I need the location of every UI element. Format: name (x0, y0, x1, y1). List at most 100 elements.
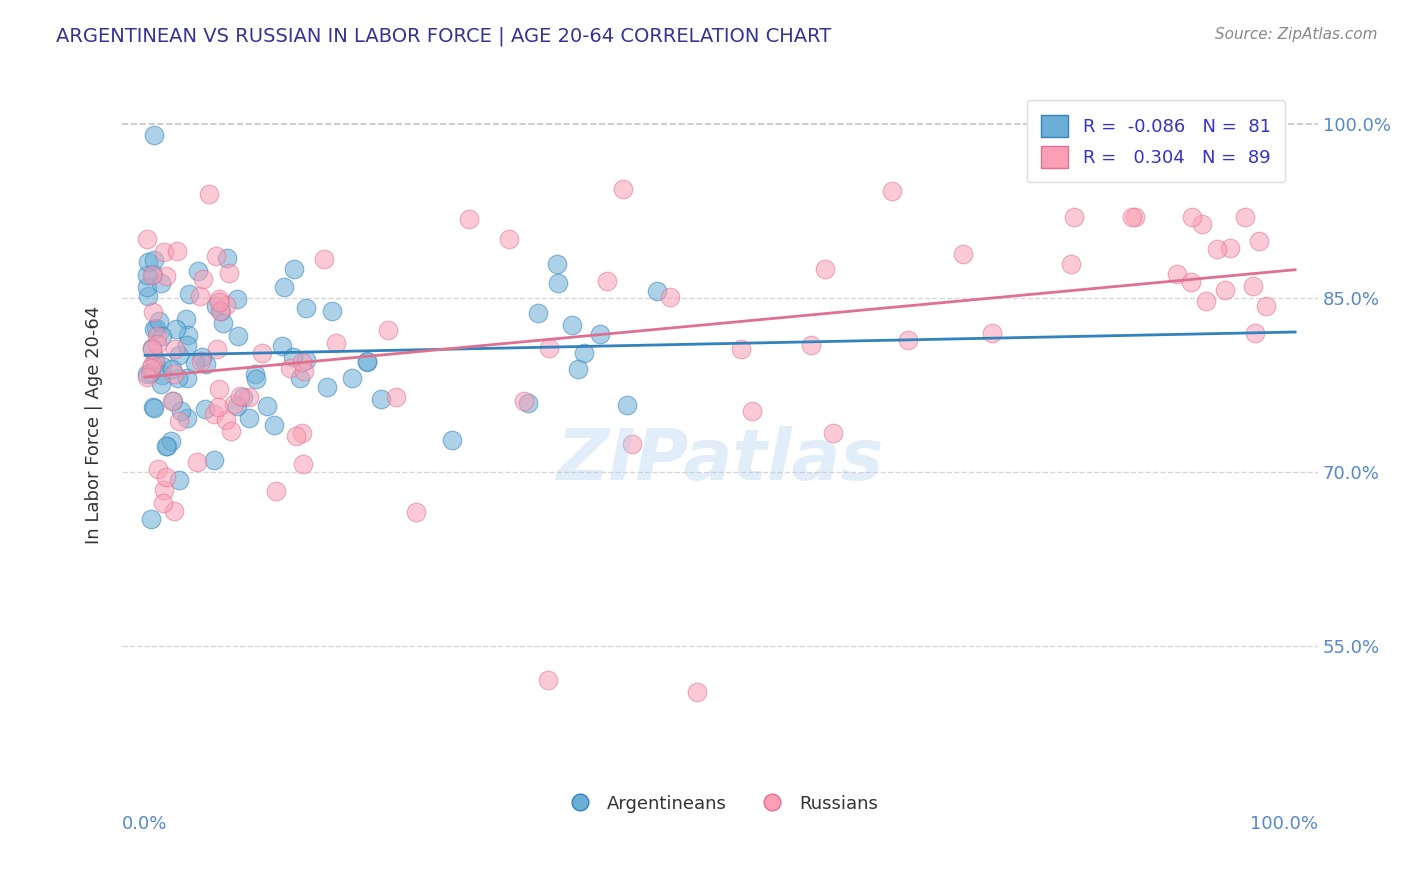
Point (149, 277, 172, 291)
Point (537, 341, 560, 355)
Point (1205, 242, 1227, 256)
Point (162, 394, 184, 409)
Point (152, 496, 174, 510)
Point (224, 397, 246, 411)
Point (208, 295, 231, 310)
Text: 0.0%: 0.0% (122, 815, 167, 833)
Point (513, 393, 536, 408)
Point (283, 261, 305, 276)
Point (547, 277, 569, 291)
Point (1063, 210, 1085, 224)
Point (176, 410, 198, 425)
Point (312, 252, 335, 266)
Point (162, 504, 184, 518)
Point (645, 284, 668, 298)
Point (143, 253, 166, 268)
Y-axis label: In Labor Force | Age 20-64: In Labor Force | Age 20-64 (86, 306, 103, 544)
Point (139, 366, 162, 380)
Point (177, 287, 200, 301)
Point (1254, 299, 1277, 313)
Point (204, 299, 226, 313)
Point (245, 367, 267, 381)
Point (176, 370, 198, 384)
Point (198, 186, 221, 201)
Point (167, 414, 190, 428)
Point (596, 274, 619, 288)
Point (169, 348, 191, 362)
Point (139, 512, 162, 526)
Point (160, 394, 183, 409)
Point (167, 473, 190, 487)
Point (256, 399, 278, 413)
Point (150, 368, 173, 383)
Point (292, 364, 315, 378)
Point (136, 254, 159, 268)
Point (141, 268, 163, 282)
Point (142, 322, 165, 336)
Point (139, 360, 162, 375)
Point (202, 407, 225, 421)
Point (238, 390, 260, 404)
Point (264, 484, 287, 499)
Point (155, 439, 177, 453)
Legend: Argentineans, Russians: Argentineans, Russians (555, 788, 886, 820)
Point (207, 400, 229, 414)
Point (142, 267, 165, 281)
Point (218, 266, 240, 280)
Point (136, 280, 159, 294)
Point (166, 322, 188, 336)
Point (1121, 210, 1143, 224)
Point (245, 372, 267, 386)
Point (166, 244, 188, 259)
Point (226, 328, 249, 343)
Point (1241, 279, 1264, 293)
Point (561, 318, 583, 332)
Point (291, 425, 314, 440)
Point (186, 454, 208, 468)
Point (143, 356, 166, 370)
Point (527, 306, 550, 320)
Point (263, 417, 285, 432)
Text: ZIPatlas: ZIPatlas (557, 425, 884, 494)
Point (897, 334, 920, 348)
Point (1166, 267, 1188, 281)
Point (659, 290, 682, 304)
Point (146, 336, 169, 351)
Point (270, 339, 292, 353)
Point (136, 232, 159, 246)
Point (155, 469, 177, 483)
Point (516, 396, 538, 410)
Point (536, 673, 558, 688)
Point (882, 184, 904, 198)
Point (209, 303, 232, 318)
Point (238, 411, 260, 425)
Point (155, 269, 177, 284)
Point (377, 323, 399, 337)
Point (170, 404, 193, 418)
Point (1247, 235, 1270, 249)
Point (208, 292, 231, 306)
Point (741, 403, 763, 417)
Point (176, 312, 198, 326)
Point (167, 371, 190, 385)
Point (142, 400, 165, 414)
Point (295, 301, 318, 315)
Point (225, 399, 247, 413)
Point (458, 211, 481, 226)
Point (385, 391, 408, 405)
Point (342, 370, 364, 384)
Point (616, 398, 638, 412)
Point (219, 424, 242, 438)
Point (232, 390, 254, 404)
Point (294, 352, 316, 367)
Point (621, 437, 644, 451)
Point (1215, 283, 1237, 297)
Text: 100.0%: 100.0% (1250, 815, 1319, 833)
Point (163, 342, 186, 356)
Point (212, 316, 235, 330)
Point (143, 401, 166, 416)
Point (160, 434, 183, 448)
Point (1180, 275, 1202, 289)
Point (177, 328, 200, 343)
Point (1181, 210, 1204, 224)
